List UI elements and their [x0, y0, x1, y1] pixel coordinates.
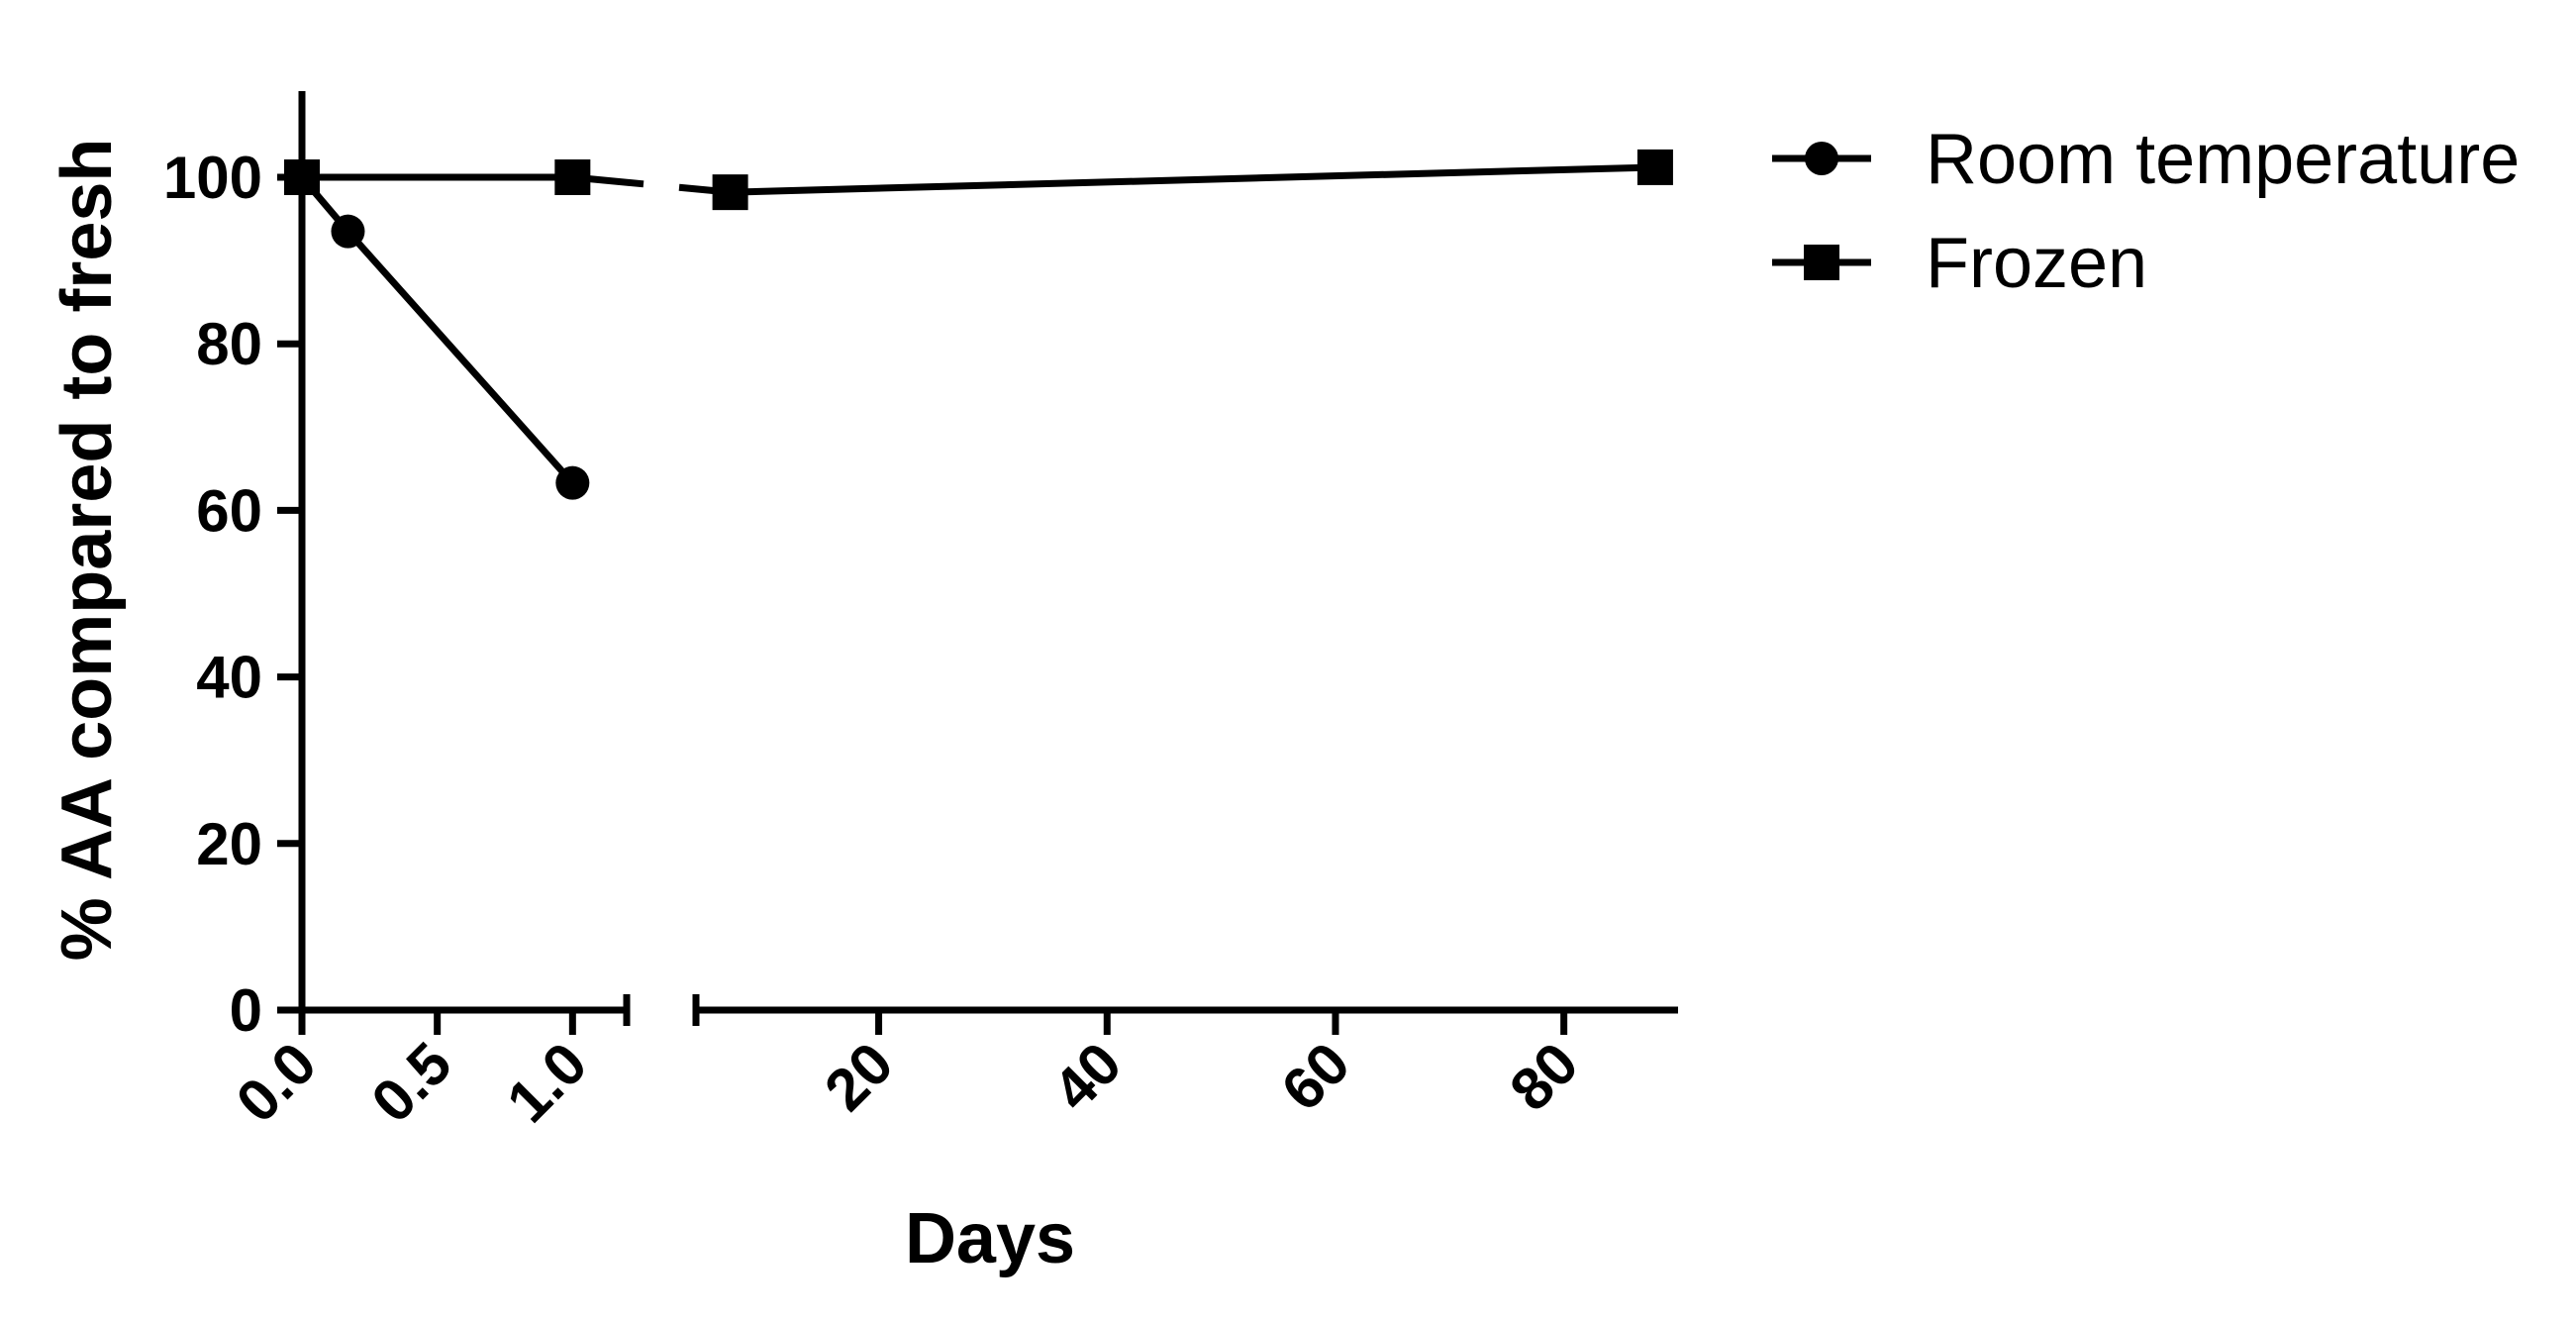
legend-marker-square	[1804, 245, 1839, 280]
x-tick-label: 1.0	[494, 1030, 599, 1135]
legend-marker-circle	[1805, 142, 1838, 175]
legend-label: Room temperature	[1926, 120, 2520, 199]
data-point-square	[1636, 149, 1673, 185]
x-tick-label: 0.0	[224, 1030, 329, 1135]
data-point-circle	[331, 214, 365, 249]
legend: Room temperature Frozen	[1772, 120, 2520, 303]
y-tick-label: 40	[196, 645, 262, 711]
series-line	[345, 229, 575, 485]
data-point-square	[284, 159, 320, 195]
legend-item: Frozen	[1772, 224, 2147, 303]
x-axis-title: Days	[905, 1199, 1075, 1278]
series-layer	[284, 149, 1673, 500]
y-tick-label: 0	[230, 977, 262, 1044]
axes: 0 20 40 60 80 100 0.0 0.5 1.0 20 40 60 80	[163, 91, 1678, 1135]
x-tick-label: 0.5	[358, 1030, 463, 1135]
x-tick-label: 20	[812, 1030, 906, 1124]
series-room-temperature	[285, 160, 590, 500]
y-tick-label: 20	[196, 811, 262, 877]
data-point-circle	[555, 465, 590, 500]
series-line	[730, 163, 1656, 196]
y-tick-label: 100	[163, 145, 262, 211]
series-frozen	[284, 149, 1673, 211]
x-tick-label: 80	[1497, 1030, 1591, 1124]
y-axis-title: % AA compared to fresh	[48, 139, 127, 962]
legend-label: Frozen	[1926, 224, 2147, 303]
data-point-square	[712, 174, 748, 211]
legend-item: Room temperature	[1772, 120, 2520, 199]
data-point-square	[554, 159, 591, 195]
y-tick-label: 60	[196, 477, 262, 544]
x-tick-label: 40	[1040, 1030, 1135, 1124]
y-tick-label: 80	[196, 311, 262, 377]
x-tick-label: 60	[1269, 1030, 1363, 1124]
